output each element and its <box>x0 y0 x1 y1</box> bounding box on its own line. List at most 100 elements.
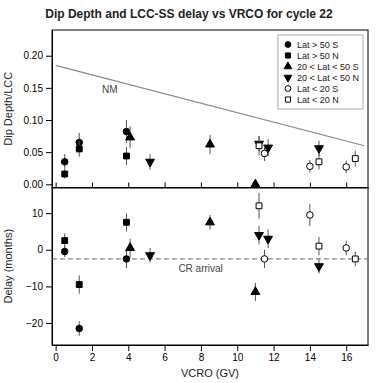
plot-frame <box>52 30 368 188</box>
data-point <box>352 156 358 162</box>
data-point <box>124 153 130 159</box>
x-tick-label: 2 <box>90 352 96 363</box>
y-tick: 0.20 <box>24 50 52 61</box>
line-label: NM <box>102 84 118 95</box>
x-axis: 0246810121416 <box>53 345 369 363</box>
data-point <box>307 163 314 170</box>
data-point <box>206 139 215 147</box>
chart-container: Dip Depth and LCC-SS delay vs VRCO for c… <box>0 0 378 383</box>
x-tick-mark <box>274 345 275 351</box>
x-tick-mark <box>310 345 311 351</box>
legend-marker <box>285 86 291 92</box>
x-tick <box>201 183 202 188</box>
series <box>261 146 349 174</box>
data-point <box>62 238 68 244</box>
x-tick-label: 10 <box>232 352 244 363</box>
y-tick: 0.10 <box>24 115 52 126</box>
data-point <box>126 132 135 140</box>
y-tick: −10 <box>26 281 52 292</box>
y-axis-title: Dip Depth/LCC <box>2 72 14 146</box>
data-point <box>61 158 68 165</box>
x-tick-mark <box>56 345 57 351</box>
x-tick <box>128 183 129 188</box>
y-tick-mark <box>46 88 52 89</box>
data-point <box>256 143 262 149</box>
x-tick-label: 4 <box>126 352 132 363</box>
x-axis-title: VCRO (GV) <box>181 367 239 379</box>
x-tick-label: 12 <box>269 352 281 363</box>
y-tick-label: 10 <box>32 208 44 219</box>
y-tick: 0.05 <box>24 147 52 158</box>
legend-label: Lat < 20 S <box>297 84 338 94</box>
x-tick <box>165 183 166 188</box>
data-point <box>146 159 155 167</box>
y-axis-line <box>52 188 53 346</box>
series <box>146 136 324 169</box>
x-tick: 6 <box>162 345 168 363</box>
y-tick: 0.15 <box>24 83 52 94</box>
y-axis: 0.00 0.05 0.10 0.15 0.20 <box>24 31 53 190</box>
data-point <box>255 141 264 149</box>
series <box>146 226 324 274</box>
data-point <box>251 179 260 187</box>
data-point <box>76 325 83 332</box>
reference-line-label: CR arrival <box>178 263 222 274</box>
data-point <box>62 171 68 177</box>
x-tick-mark <box>128 345 129 351</box>
x-tick-mark <box>56 183 57 188</box>
legend-marker <box>285 97 290 102</box>
legend-box <box>278 35 363 109</box>
x-tick <box>310 183 311 188</box>
y-tick: 10 <box>32 208 52 219</box>
series <box>256 193 358 266</box>
series <box>126 126 260 186</box>
y-tick-mark <box>46 250 52 251</box>
chart-svg: Dip Depth and LCC-SS delay vs VRCO for c… <box>0 0 378 383</box>
legend-marker <box>284 62 292 69</box>
x-tick-mark <box>201 183 202 188</box>
legend-marker <box>284 75 292 82</box>
data-point <box>256 203 262 209</box>
x-tick-mark <box>128 183 129 188</box>
legend-label: 20 < Lat < 50 N <box>297 73 359 83</box>
x-axis-line <box>53 345 369 346</box>
y-tick-label: 0.10 <box>24 115 44 126</box>
y-tick-label: −20 <box>26 318 43 329</box>
x-tick-mark <box>274 183 275 188</box>
data-point <box>206 217 215 225</box>
x-tick-label: 8 <box>199 352 205 363</box>
data-point <box>307 212 314 219</box>
x-tick-mark <box>92 345 93 351</box>
legend-marker <box>285 42 291 48</box>
x-tick-mark <box>346 345 347 351</box>
y-tick: 0 <box>37 244 52 255</box>
y-tick-mark <box>46 184 52 185</box>
x-tick: 0 <box>53 345 59 363</box>
x-tick-label: 14 <box>305 352 317 363</box>
y-tick-mark <box>46 120 52 121</box>
y-tick-label: 0.20 <box>24 50 44 61</box>
legend-label: 20 < Lat < 50 S <box>297 62 359 72</box>
x-tick <box>56 183 57 188</box>
data-point <box>251 287 260 295</box>
x-tick: 4 <box>126 345 132 363</box>
data-point <box>343 245 350 252</box>
y-tick-label: 0 <box>37 244 43 255</box>
data-point <box>264 236 273 244</box>
reference-line <box>52 258 368 259</box>
data-point <box>316 159 322 165</box>
data-point <box>352 256 358 262</box>
x-tick-mark <box>237 183 238 188</box>
data-point <box>124 219 130 225</box>
data-point <box>76 146 82 152</box>
y-tick: −20 <box>26 318 52 329</box>
y-tick: 0.00 <box>24 179 52 190</box>
x-tick-mark <box>165 183 166 188</box>
data-point <box>123 256 130 263</box>
x-tick: 8 <box>199 345 205 363</box>
plot-area <box>56 65 365 186</box>
data-point <box>76 282 82 288</box>
x-tick <box>237 183 238 188</box>
series <box>261 204 349 268</box>
legend-label: Lat > 50 S <box>297 40 338 50</box>
